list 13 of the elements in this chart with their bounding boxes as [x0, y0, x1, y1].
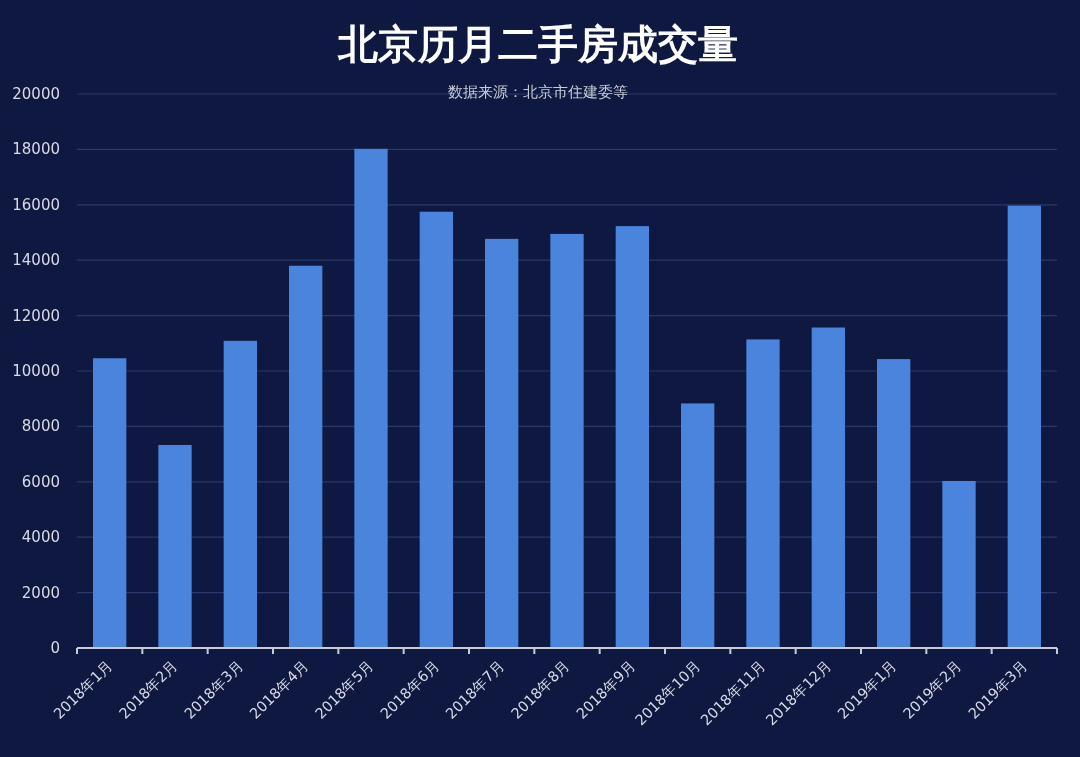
- y-tick-label: 8000: [21, 417, 60, 436]
- y-tick-label: 6000: [21, 472, 60, 491]
- y-tick-label: 12000: [12, 306, 60, 325]
- title: 北京历月二手房成交量: [338, 21, 738, 67]
- y-tick-label: 20000: [12, 85, 60, 103]
- y-tick-label: 18000: [12, 140, 60, 159]
- y-tick-label: 14000: [12, 251, 60, 270]
- y-tick-label: 16000: [12, 195, 60, 214]
- y-tick-label: 2000: [21, 583, 60, 602]
- y-tick-label: 0: [50, 639, 60, 657]
- y-tick-label: 4000: [21, 528, 60, 547]
- y-tick-label: 10000: [12, 362, 60, 380]
- annotation: 数据来源：北京市住建委等: [448, 83, 628, 101]
